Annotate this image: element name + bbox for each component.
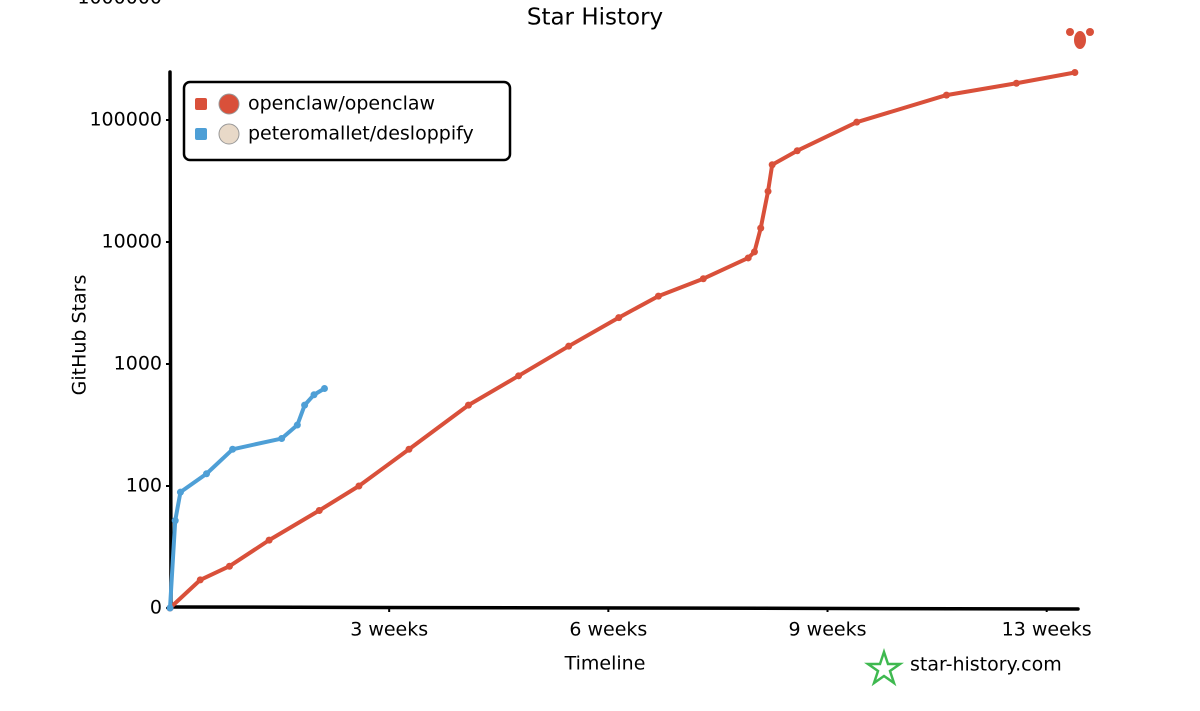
y-tick-label: 10000: [102, 231, 162, 253]
x-tick-label: 6 weeks: [569, 619, 647, 641]
data-point: [278, 435, 286, 443]
data-point: [301, 401, 309, 409]
legend-label: peteromallet/desloppify: [248, 123, 474, 145]
data-point: [565, 342, 573, 350]
data-point: [654, 292, 662, 300]
y-tick-label: 100000: [89, 109, 162, 131]
data-point: [744, 254, 752, 262]
data-point: [764, 187, 772, 195]
legend-swatch: [195, 128, 207, 140]
data-point: [176, 488, 184, 496]
chart-title: Star History: [527, 5, 663, 31]
data-point: [171, 517, 179, 525]
series-line: [168, 386, 327, 610]
data-point: [166, 604, 174, 612]
data-point: [196, 576, 204, 584]
legend-avatar: [218, 123, 240, 145]
data-point: [1012, 79, 1020, 87]
watermark-icon: [864, 648, 904, 687]
x-tick-label: 9 weeks: [789, 619, 867, 641]
data-point: [405, 445, 413, 453]
end-icon-claw: [1066, 28, 1074, 36]
data-point: [699, 275, 707, 283]
end-icon-body: [1074, 31, 1086, 49]
end-icon-claw: [1086, 28, 1094, 36]
y-tick-label: 100: [126, 475, 162, 497]
legend-box: [182, 80, 512, 162]
y-axis: [168, 70, 173, 610]
data-point: [853, 118, 861, 126]
y-tick-label: 1000000: [77, 0, 162, 9]
x-tick-label: 3 weeks: [350, 619, 428, 641]
legend-avatar: [218, 93, 240, 115]
data-point: [310, 391, 318, 399]
data-point: [320, 384, 328, 392]
data-point: [315, 506, 323, 514]
x-tick-label: 13 weeks: [1002, 619, 1092, 641]
data-point: [750, 248, 758, 256]
data-point: [355, 482, 363, 490]
data-point: [229, 445, 237, 453]
data-point: [203, 470, 211, 478]
y-tick-label: 0: [150, 597, 162, 619]
data-point: [793, 147, 801, 155]
end-icon: [1066, 28, 1094, 49]
data-point: [293, 421, 301, 429]
legend-swatch: [195, 98, 207, 110]
data-point: [768, 161, 776, 169]
watermark: star-history.com: [864, 648, 1062, 687]
x-axis-label: Timeline: [564, 653, 646, 675]
data-point: [464, 401, 472, 409]
y-axis-label: GitHub Stars: [69, 275, 91, 396]
y-tick-label: 1000: [114, 353, 162, 375]
data-point: [225, 562, 233, 570]
watermark-text: star-history.com: [910, 654, 1062, 676]
data-point: [515, 372, 523, 380]
legend-label: openclaw/openclaw: [248, 93, 435, 115]
data-point: [265, 536, 273, 544]
data-point: [1071, 69, 1079, 77]
data-point: [615, 314, 623, 322]
x-axis: [168, 605, 1080, 611]
data-point: [757, 224, 765, 232]
data-point: [942, 91, 950, 99]
